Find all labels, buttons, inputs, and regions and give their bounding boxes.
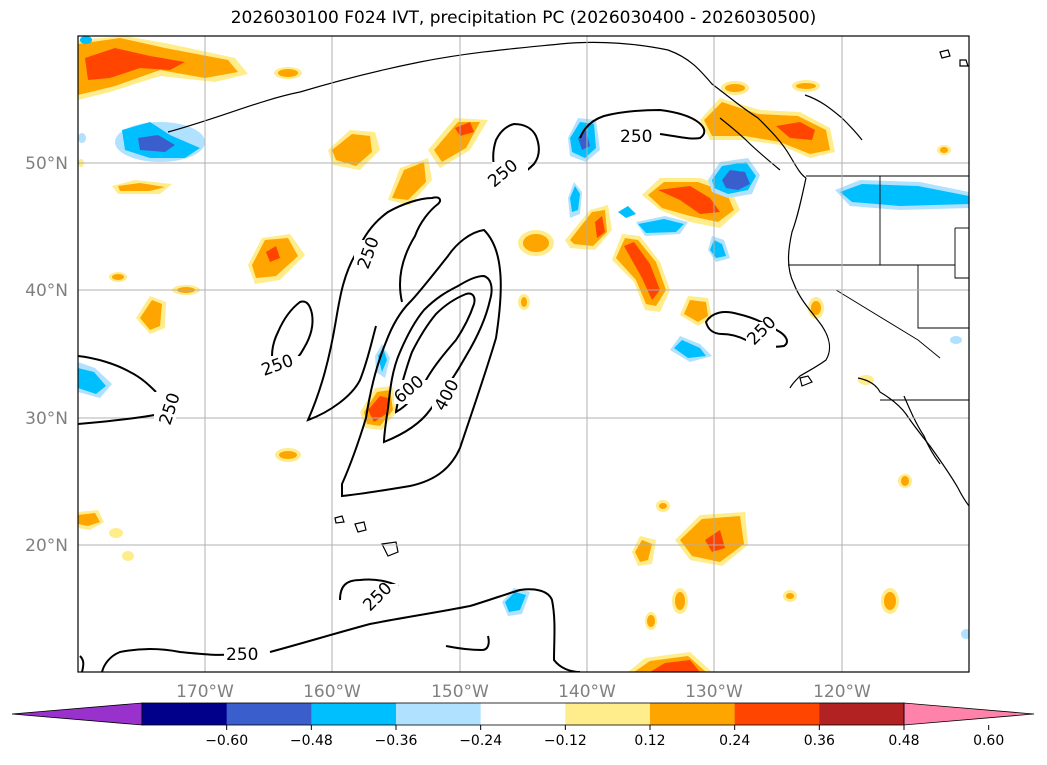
colorbar-tick-label: 0.36 [804, 733, 835, 749]
lon-tick-label: 170°W [176, 682, 234, 702]
colorbar-cell [650, 703, 736, 725]
colorbar-cell [565, 703, 651, 725]
colorbar-cells [142, 703, 905, 725]
colorbar-tick-label: −0.60 [205, 733, 248, 749]
lat-tick-label: 20°N [25, 536, 68, 556]
colorbar-tick-label: 0.60 [973, 733, 1004, 749]
colorbar-cell [142, 703, 228, 725]
colorbar-ticks: −0.60 −0.48 −0.36 −0.24 −0.12 0.12 0.24 0.36 0.4… [205, 725, 1004, 749]
colorbar-tick-label: −0.12 [544, 733, 587, 749]
map-title: 2026030100 F024 IVT, precipitation PC (2… [230, 8, 817, 28]
colorbar: −0.60 −0.48 −0.36 −0.24 −0.12 0.12 0.24 0.36 0.4… [11, 702, 1035, 749]
lat-tick-label: 40°N [25, 281, 68, 301]
map-area: 250 250 250 250 250 250 250 250 400 600 [78, 36, 969, 672]
colorbar-cell [480, 703, 566, 725]
political-borders [788, 175, 969, 401]
colorbar-cell [734, 703, 820, 725]
colorbar-cell [396, 703, 482, 725]
colorbar-tick-label: 0.12 [634, 733, 665, 749]
lon-tick-label: 150°W [431, 682, 489, 702]
lat-tick-label: 50°N [25, 154, 68, 174]
colorbar-tick-label: −0.36 [375, 733, 418, 749]
colorbar-cell [226, 703, 312, 725]
contour-label: 250 [354, 234, 384, 271]
contour-label: 250 [620, 127, 652, 147]
colorbar-frame [141, 702, 905, 726]
colorbar-extend-high [903, 702, 1035, 726]
contour-label: 250 [484, 156, 522, 192]
colorbar-tick-label: −0.24 [459, 733, 502, 749]
colorbar-cell [311, 703, 397, 725]
colorbar-tick-label: 0.24 [719, 733, 750, 749]
lon-tick-label: 130°W [685, 682, 743, 702]
colorbar-extend-low [11, 702, 143, 726]
colorbar-tick-label: 0.48 [888, 733, 919, 749]
colorbar-cell [819, 703, 905, 725]
coastlines [167, 41, 969, 557]
contour-labels: 250 250 250 250 250 250 250 250 400 600 [154, 126, 780, 665]
lon-tick-label: 120°W [813, 682, 871, 702]
axis-labels: 170°W 160°W 150°W 140°W 130°W 120°W 20°N… [25, 154, 871, 702]
lon-tick-label: 160°W [303, 682, 361, 702]
colorbar-tick-label: −0.48 [290, 733, 333, 749]
lat-tick-label: 30°N [25, 409, 68, 429]
contour-label: 250 [226, 645, 258, 665]
gridlines [78, 36, 969, 672]
map-frame [77, 35, 970, 673]
precip-shading [78, 36, 969, 672]
lon-tick-label: 140°W [558, 682, 616, 702]
